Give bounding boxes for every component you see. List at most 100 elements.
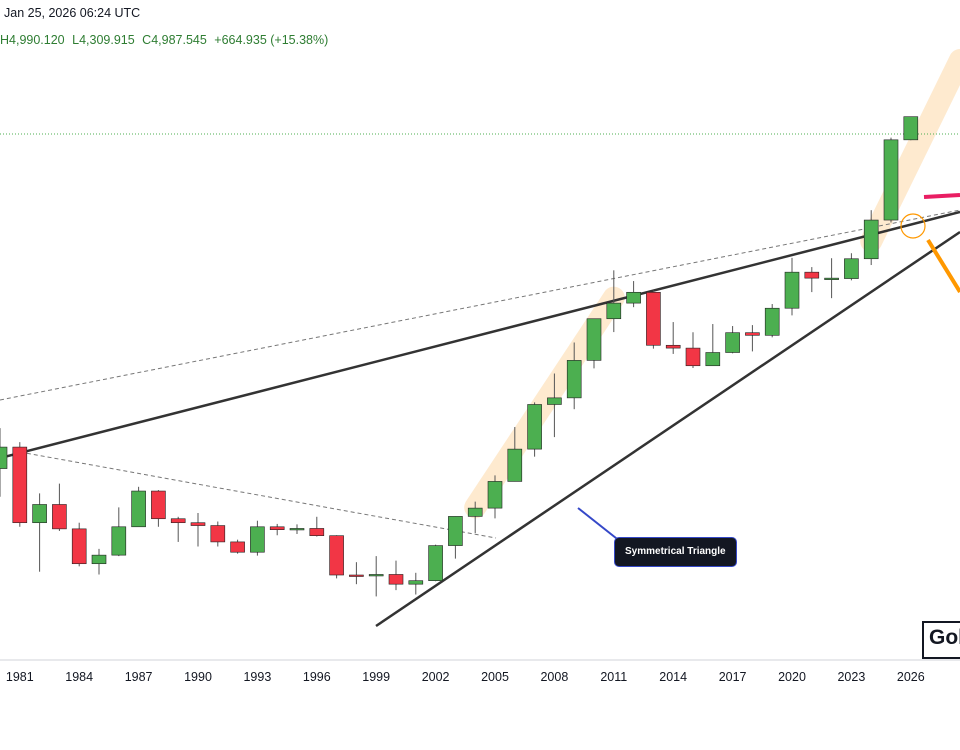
candle-body <box>368 574 384 577</box>
candle-body <box>527 404 542 450</box>
candle-body <box>547 397 562 405</box>
candle-1989[interactable] <box>170 516 186 542</box>
candle-body <box>448 516 463 546</box>
candle-1992[interactable] <box>230 539 245 554</box>
candle-1994[interactable] <box>269 523 285 536</box>
candle-body <box>0 446 8 469</box>
ohlc-high: H4,990.120 <box>0 33 65 47</box>
candle-2018[interactable] <box>745 325 760 352</box>
candle-2003[interactable] <box>448 516 463 559</box>
x-tick-2011: 2011 <box>600 670 627 684</box>
candle-1985[interactable] <box>91 548 107 575</box>
candle-1986[interactable] <box>111 507 127 557</box>
candle-1983[interactable] <box>52 483 67 531</box>
descending-dashed-trendline[interactable] <box>19 451 497 539</box>
candle-2002[interactable] <box>428 544 443 582</box>
candle-1999[interactable] <box>368 556 384 597</box>
symmetrical-triangle-label[interactable]: Symmetrical Triangle <box>614 537 737 567</box>
candle-1982[interactable] <box>32 493 47 572</box>
candle-2007[interactable] <box>527 402 542 457</box>
candle-1990[interactable] <box>190 512 206 547</box>
candle-1984[interactable] <box>71 522 87 567</box>
candle-2010[interactable] <box>586 318 602 369</box>
candle-1991[interactable] <box>210 521 226 547</box>
candle-body <box>764 307 780 336</box>
candle-body <box>269 526 285 530</box>
logo: Gol <box>922 621 960 659</box>
candles[interactable] <box>0 116 919 597</box>
candle-1993[interactable] <box>250 520 265 556</box>
candle-1987[interactable] <box>131 486 146 528</box>
candle-1988[interactable] <box>151 490 166 527</box>
magenta-arrow <box>923 193 960 199</box>
candle-1997[interactable] <box>329 535 344 579</box>
trendlines[interactable] <box>0 193 960 628</box>
candle-body <box>309 528 325 536</box>
candle-2005[interactable] <box>487 475 503 519</box>
x-axis-ticks: 1981 1984 1987 1990 1993 1996 1999 2002 2005 2008… <box>6 670 925 684</box>
x-tick-2014: 2014 <box>659 670 687 684</box>
candle-2017[interactable] <box>725 326 740 354</box>
candle-1981[interactable] <box>12 442 28 527</box>
candle-2013[interactable] <box>646 290 661 349</box>
x-tick-2008: 2008 <box>540 670 568 684</box>
candle-1980[interactable] <box>0 428 8 497</box>
candle-2023[interactable] <box>844 253 859 281</box>
candle-body <box>210 525 226 543</box>
candle-body <box>883 139 899 221</box>
candle-body <box>250 526 265 553</box>
candle-2000[interactable] <box>388 560 404 591</box>
candle-2019[interactable] <box>764 304 780 338</box>
candle-2011[interactable] <box>606 270 622 333</box>
candle-body <box>329 535 344 576</box>
candle-body <box>230 541 245 553</box>
candle-2015[interactable] <box>685 332 701 369</box>
x-tick-2020: 2020 <box>778 670 806 684</box>
candle-body <box>844 258 859 279</box>
triangle-lower-line[interactable] <box>375 230 960 628</box>
triangle-upper-line[interactable] <box>0 210 960 460</box>
x-tick-2023: 2023 <box>837 670 865 684</box>
candle-2012[interactable] <box>626 281 641 308</box>
candle-body <box>12 446 28 524</box>
candle-body <box>190 522 206 526</box>
candle-body <box>566 360 582 399</box>
candle-body <box>428 545 443 581</box>
candle-body <box>646 291 661 346</box>
candle-2008[interactable] <box>547 373 562 438</box>
ohlc-close: C4,987.545 <box>142 33 207 47</box>
candle-2004[interactable] <box>467 501 483 534</box>
candle-1995[interactable] <box>289 524 305 534</box>
candle-body <box>289 528 305 531</box>
candle-body <box>665 344 681 349</box>
upper-dashed-trendline[interactable] <box>0 209 960 401</box>
candle-body <box>507 448 523 482</box>
candle-2001[interactable] <box>408 572 424 595</box>
candle-body <box>111 526 127 556</box>
logo-text: Gol <box>929 626 960 649</box>
candle-2009[interactable] <box>566 342 582 410</box>
candle-2024[interactable] <box>863 210 879 266</box>
candle-2021[interactable] <box>804 267 820 293</box>
candle-2022[interactable] <box>824 258 839 299</box>
x-tick-1990: 1990 <box>184 670 212 684</box>
candle-2014[interactable] <box>665 322 681 354</box>
candle-2026[interactable] <box>903 116 919 141</box>
candle-2016[interactable] <box>705 324 721 367</box>
candle-body <box>606 302 622 320</box>
ohlc-change: +664.935 (+15.38%) <box>214 33 329 47</box>
orange-arrow <box>926 238 960 294</box>
candle-2020[interactable] <box>784 257 800 316</box>
candle-body <box>725 332 740 353</box>
candle-2025[interactable] <box>883 137 899 223</box>
candle-1996[interactable] <box>309 516 325 537</box>
candle-body <box>388 574 404 585</box>
candle-body <box>32 504 47 524</box>
header-date: Jan 25, 2026 06:24 UTC <box>4 6 141 20</box>
ohlc-readout: H4,990.120 L4,309.915 C4,987.545 +664.93… <box>0 33 332 47</box>
candle-2006[interactable] <box>507 427 523 482</box>
candle-1998[interactable] <box>349 562 364 585</box>
candle-body <box>170 518 186 524</box>
candle-body <box>863 219 879 260</box>
